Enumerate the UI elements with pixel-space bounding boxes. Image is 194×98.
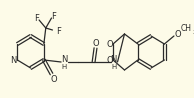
Text: CH: CH xyxy=(181,24,192,33)
Text: N: N xyxy=(111,54,117,64)
Text: F: F xyxy=(56,26,61,35)
Text: N: N xyxy=(10,55,17,64)
Text: F: F xyxy=(51,11,56,20)
Text: F: F xyxy=(34,14,39,23)
Text: O: O xyxy=(174,29,181,39)
Text: O: O xyxy=(107,55,113,64)
Text: O: O xyxy=(92,39,99,48)
Text: O: O xyxy=(107,39,113,49)
Text: 3: 3 xyxy=(192,29,194,34)
Text: H: H xyxy=(111,64,116,70)
Text: O: O xyxy=(50,74,57,83)
Text: H: H xyxy=(61,64,67,70)
Text: N: N xyxy=(61,54,67,64)
